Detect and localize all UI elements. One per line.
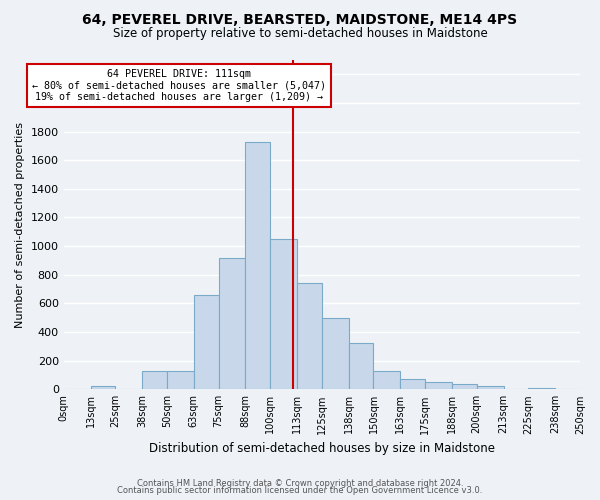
Text: 64, PEVEREL DRIVE, BEARSTED, MAIDSTONE, ME14 4PS: 64, PEVEREL DRIVE, BEARSTED, MAIDSTONE, … (82, 12, 518, 26)
Bar (142, 370, 167, 390)
Text: Size of property relative to semi-detached houses in Maidstone: Size of property relative to semi-detach… (113, 28, 487, 40)
Bar (91, 386, 115, 390)
Bar (270, 239, 297, 390)
Text: Contains HM Land Registry data © Crown copyright and database right 2024.: Contains HM Land Registry data © Crown c… (137, 478, 463, 488)
Bar (245, 142, 270, 390)
Bar (349, 344, 373, 390)
Bar (373, 370, 400, 390)
Bar (167, 370, 194, 390)
Bar (322, 318, 349, 390)
Bar (218, 258, 245, 390)
Bar (529, 388, 555, 390)
Bar (452, 384, 477, 390)
Bar (425, 382, 452, 390)
Text: Contains public sector information licensed under the Open Government Licence v3: Contains public sector information licen… (118, 486, 482, 495)
Text: 64 PEVEREL DRIVE: 111sqm
← 80% of semi-detached houses are smaller (5,047)
19% o: 64 PEVEREL DRIVE: 111sqm ← 80% of semi-d… (32, 68, 326, 102)
Bar (297, 284, 322, 390)
Bar (194, 295, 218, 390)
Bar (477, 386, 503, 390)
X-axis label: Distribution of semi-detached houses by size in Maidstone: Distribution of semi-detached houses by … (149, 442, 495, 455)
Bar (400, 380, 425, 390)
Y-axis label: Number of semi-detached properties: Number of semi-detached properties (15, 122, 25, 328)
